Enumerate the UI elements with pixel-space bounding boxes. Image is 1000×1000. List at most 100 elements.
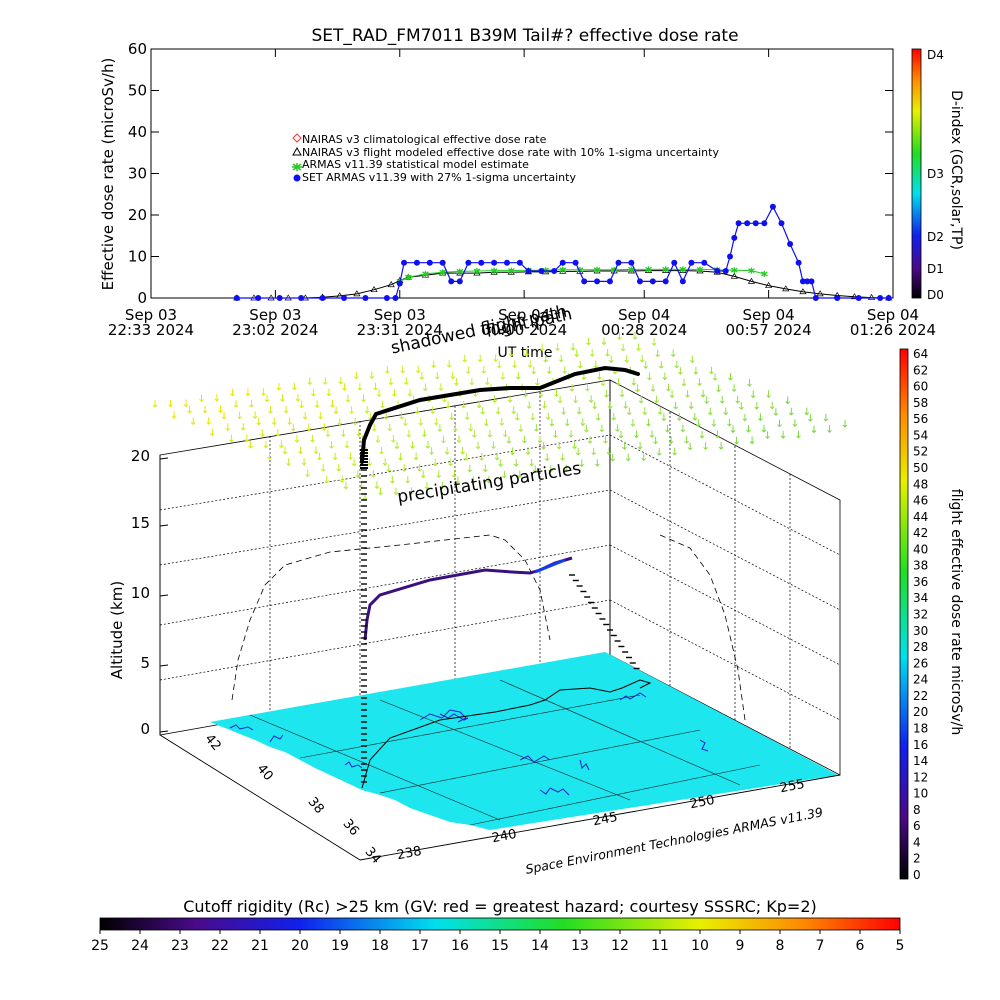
particle-marker: [730, 425, 736, 434]
dose-colorbar-tick-label: 0: [913, 868, 921, 882]
particle-marker: [823, 413, 829, 422]
particle-marker: [446, 360, 452, 368]
y-tick-label: 50: [128, 82, 147, 100]
particle-marker: [548, 464, 554, 473]
particle-marker: [402, 418, 408, 427]
data-point-armas-model: [422, 270, 429, 277]
particle-marker: [456, 435, 462, 444]
particle-marker: [689, 355, 695, 364]
dose-colorbar-tick-label: 26: [913, 656, 928, 670]
particle-marker: [634, 430, 639, 439]
particle-marker: [576, 406, 582, 415]
legend-label-armas-model: ARMAS v11.39 statistical model estimate: [302, 158, 529, 171]
flight-path-dose-peak: [534, 558, 566, 574]
particle-marker: [370, 469, 376, 478]
particle-marker: [343, 481, 349, 490]
particle-marker: [344, 440, 350, 449]
dindex-label-d3: D3: [927, 167, 944, 181]
particle-marker: [761, 424, 767, 433]
particle-marker: [271, 417, 277, 426]
particle-marker: [392, 389, 397, 397]
data-point-set-armas: [383, 295, 390, 301]
particle-marker: [455, 476, 461, 485]
data-point-set-armas: [551, 268, 558, 275]
particle-marker: [723, 407, 729, 416]
legend-marker-asterisk: [292, 163, 302, 171]
altitude-axis: 0 5 10 15 20: [131, 447, 169, 738]
particle-marker: [631, 378, 637, 386]
particle-marker: [475, 441, 481, 450]
x-tick-label-time: 01:26 2024: [850, 321, 936, 339]
altitude-tick: [159, 594, 169, 597]
particle-marker: [604, 390, 609, 398]
particle-marker: [384, 366, 390, 374]
particle-marker: [665, 425, 670, 433]
dose-colorbar-tick-label: 2: [913, 852, 921, 866]
dose-colorbar-tick-label: 30: [913, 624, 928, 638]
data-point-set-armas: [516, 259, 523, 266]
particle-marker: [233, 400, 239, 408]
particle-marker: [672, 447, 678, 456]
particle-marker: [499, 418, 505, 426]
particle-marker: [530, 412, 536, 421]
data-point-nairas-flight: [747, 277, 756, 284]
particle-marker: [380, 400, 385, 409]
particle-marker: [585, 383, 590, 392]
data-point-armas-model: [662, 266, 670, 273]
particle-marker: [788, 407, 794, 416]
particle-marker: [758, 413, 763, 422]
particle-marker: [573, 395, 578, 404]
particle-marker: [202, 405, 208, 414]
particle-marker: [433, 417, 439, 426]
data-point-set-armas: [649, 278, 656, 285]
longitude-axis: 238 240 245 250 255: [396, 777, 806, 863]
altitude-tick-label: 10: [131, 584, 150, 602]
particle-marker: [616, 378, 621, 387]
top-legend: NAIRAS v3 climatological effective dose …: [292, 133, 719, 184]
particle-marker: [375, 435, 381, 444]
particle-marker: [295, 394, 301, 402]
particle-marker: [237, 411, 242, 420]
particle-marker: [418, 418, 424, 426]
particle-marker: [485, 377, 490, 386]
x-tick-label-time: 23:02 2024: [232, 321, 318, 339]
box-front-edges: [159, 455, 841, 861]
particle-marker: [249, 399, 254, 408]
particle-marker: [554, 389, 559, 398]
particle-marker: [338, 376, 344, 385]
particle-marker: [785, 396, 791, 405]
particle-marker: [325, 429, 331, 438]
particle-marker: [438, 383, 444, 391]
particle-marker: [390, 476, 395, 484]
particle-marker: [268, 406, 273, 414]
rigidity-tick-label: 14: [531, 938, 549, 954]
particle-marker: [386, 464, 392, 473]
data-point-set-armas: [559, 259, 566, 266]
particle-marker: [341, 429, 346, 438]
particle-marker: [655, 349, 661, 358]
particle-marker: [483, 418, 489, 427]
particle-marker: [321, 423, 327, 431]
data-point-armas-model: [507, 267, 515, 274]
particle-marker: [568, 430, 574, 438]
x-tick-label-date: Sep 04: [743, 306, 795, 324]
rigidity-tick-label: 25: [91, 938, 109, 954]
data-point-set-armas: [778, 220, 785, 227]
data-point-set-armas: [255, 295, 262, 301]
particle-marker: [526, 401, 532, 410]
dose-colorbar-tick-label: 20: [913, 705, 928, 719]
particle-marker: [259, 429, 265, 437]
particle-marker: [618, 430, 624, 439]
particle-marker: [419, 372, 425, 380]
dose-colorbar-tick-label: 36: [913, 575, 928, 589]
rigidity-tick-label: 16: [451, 938, 469, 954]
top-series-layer: [233, 203, 893, 301]
flight-path-shadow: [360, 365, 640, 464]
ground-map-coastlines: [229, 692, 709, 796]
x-tick-label-date: Sep 03: [249, 306, 301, 324]
particle-marker: [345, 394, 351, 403]
particle-marker: [486, 475, 492, 484]
x-tick-label-date: Sep 03: [125, 306, 177, 324]
data-point-armas-model: [439, 269, 447, 276]
particle-marker: [415, 365, 421, 374]
